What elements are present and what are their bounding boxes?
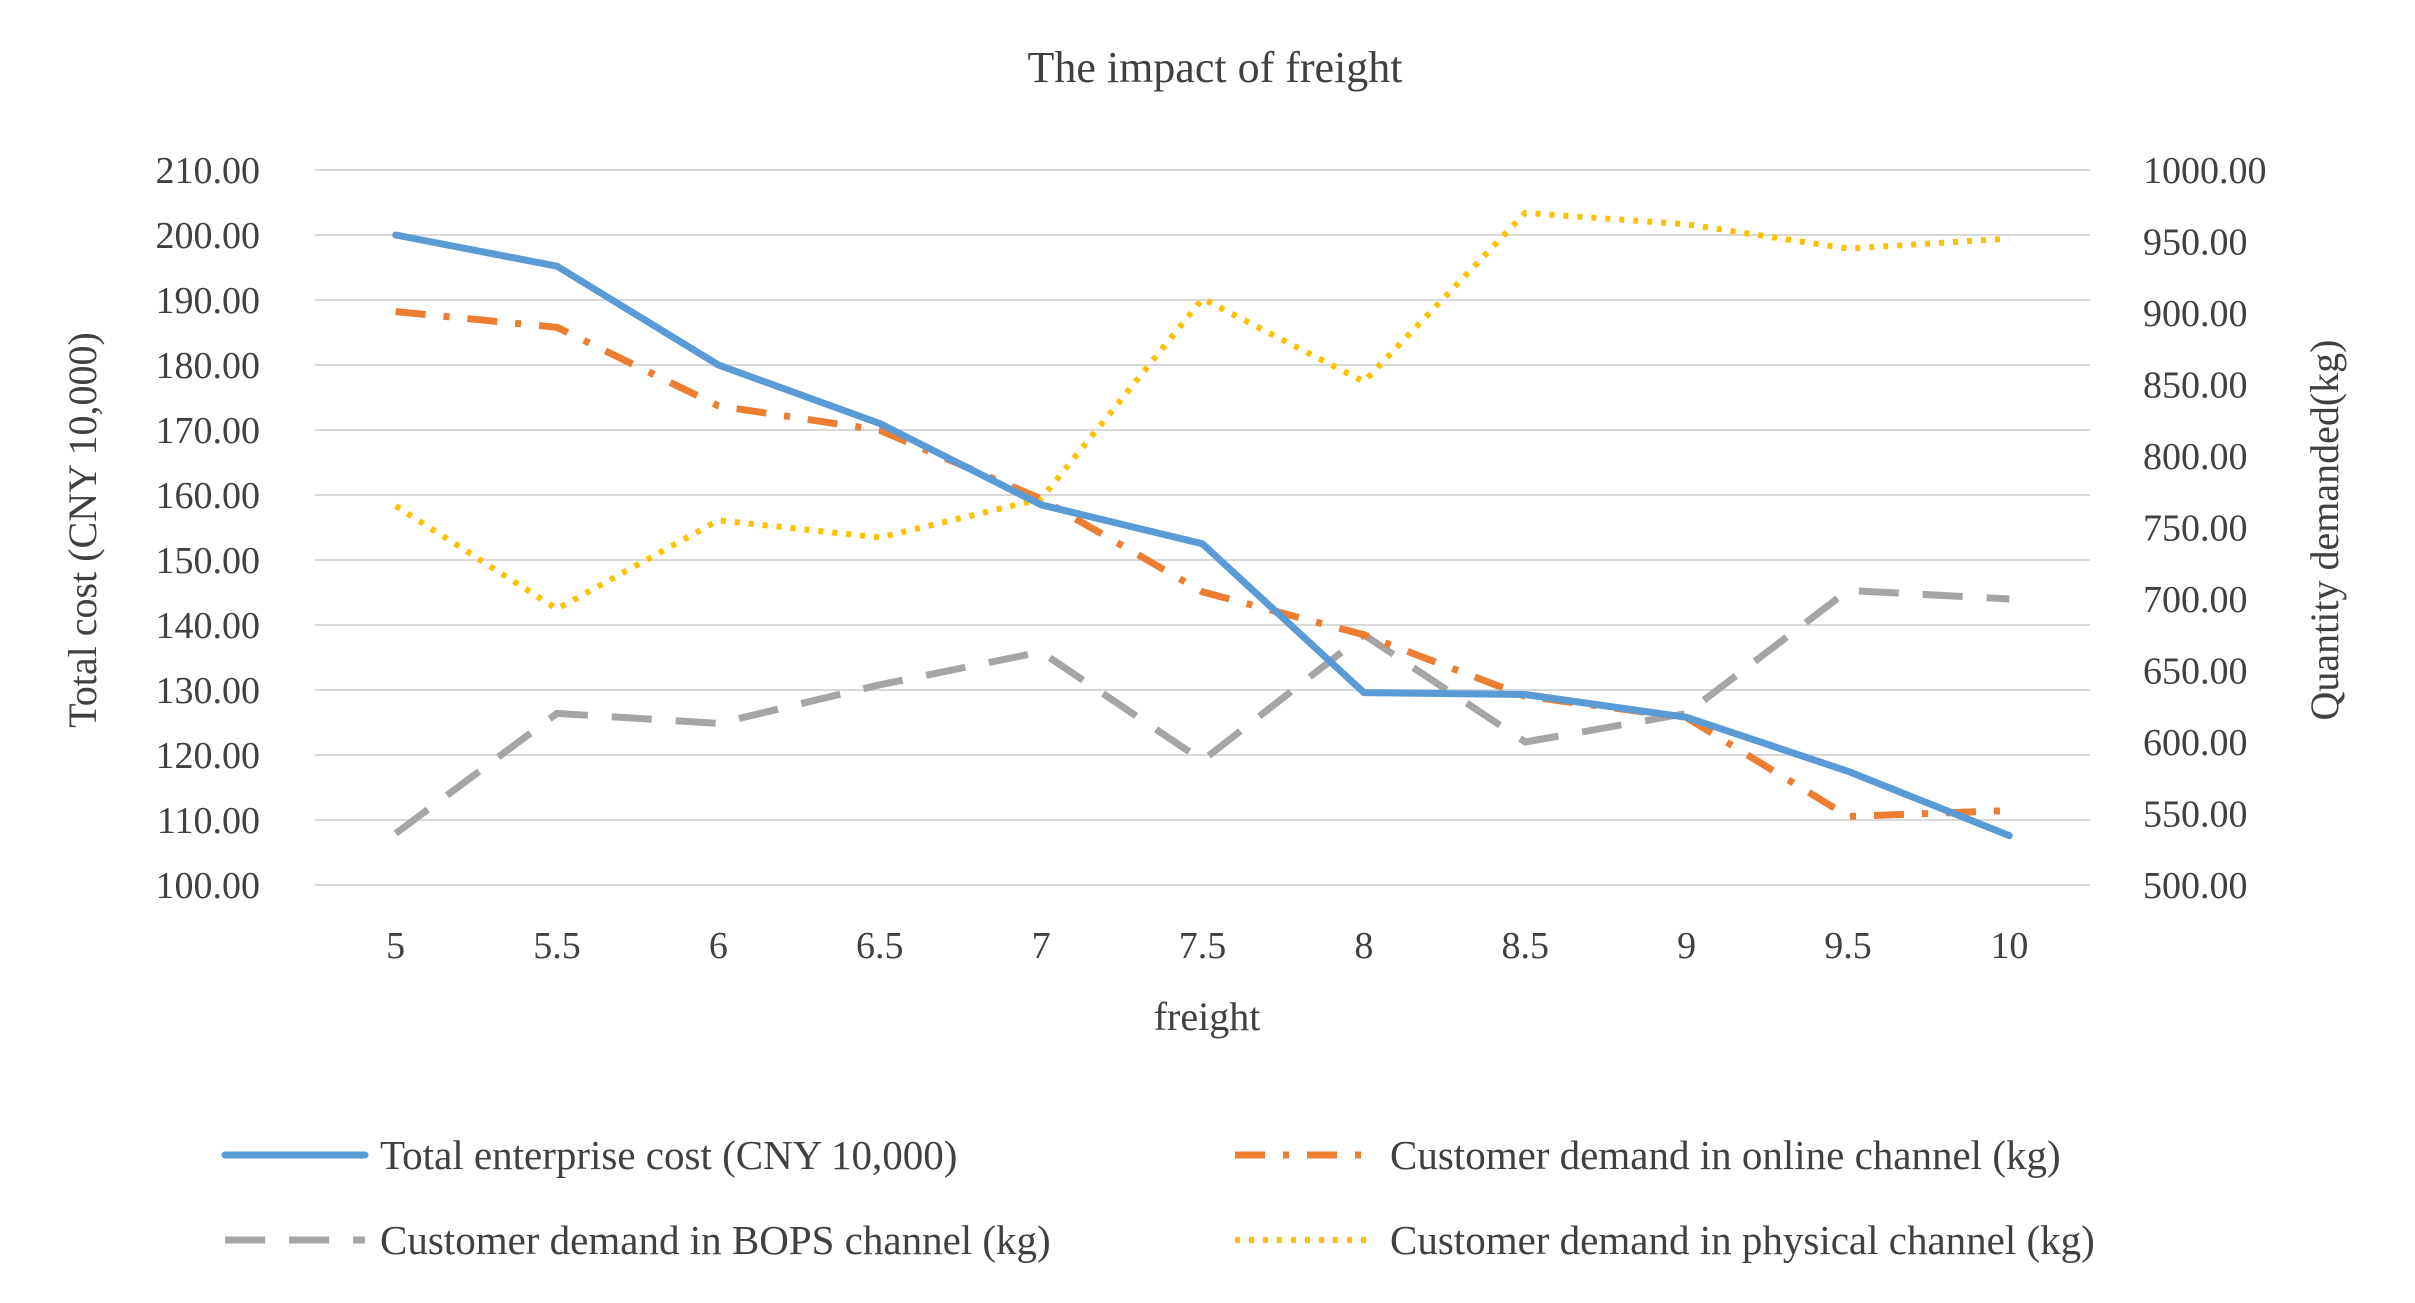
x-tick-label: 10 — [1990, 925, 2028, 967]
y-axis-title: Total cost (CNY 10,000) — [60, 332, 105, 728]
x-tick-label: 5.5 — [533, 925, 581, 967]
y-tick-label: 150.00 — [156, 540, 261, 582]
x-tick-label: 6.5 — [856, 925, 904, 967]
x-tick-label: 7.5 — [1179, 925, 1227, 967]
series-line-2 — [393, 586, 2010, 837]
x-tick-label: 8.5 — [1501, 925, 1549, 967]
y-tick-label: 200.00 — [156, 215, 261, 257]
legend-label-0: Total enterprise cost (CNY 10,000) — [380, 1132, 957, 1178]
x-tick-label: 9.5 — [1824, 925, 1872, 967]
x-tick-label: 7 — [1032, 925, 1051, 967]
left-axis-ticks: 100.00 110.00 120.00 130.00 140.00 150.00 160.… — [156, 150, 261, 907]
y2-tick-label: 700.00 — [2143, 579, 2248, 621]
y-tick-label: 170.00 — [156, 410, 261, 452]
legend-label-3: Customer demand in physical channel (kg) — [1390, 1217, 2095, 1263]
legend-label-2: Customer demand in BOPS channel (kg) — [380, 1217, 1051, 1263]
y-tick-label: 160.00 — [156, 475, 261, 517]
y-tick-label: 140.00 — [156, 605, 261, 647]
x-tick-label: 6 — [709, 925, 728, 967]
x-axis-title: freight — [1154, 994, 1261, 1039]
y2-tick-label: 650.00 — [2143, 651, 2248, 693]
y-tick-label: 210.00 — [156, 150, 261, 192]
x-axis-ticks: 5 5.5 6 6.5 7 7.5 8 8.5 9 9.5 10 — [386, 925, 2028, 967]
y2-tick-label: 900.00 — [2143, 293, 2248, 335]
y-tick-label: 130.00 — [156, 670, 261, 712]
y2-tick-label: 600.00 — [2143, 722, 2248, 764]
x-tick-label: 5 — [386, 925, 405, 967]
y2-tick-label: 550.00 — [2143, 794, 2248, 836]
y-tick-label: 180.00 — [156, 345, 261, 387]
series-line-1 — [395, 308, 2010, 820]
y2-tick-label: 750.00 — [2143, 508, 2248, 550]
y-tick-label: 120.00 — [156, 735, 261, 777]
legend: Total enterprise cost (CNY 10,000) Custom… — [221, 1132, 2095, 1263]
y2-tick-label: 500.00 — [2143, 865, 2248, 907]
y2-tick-label: 1000.00 — [2143, 150, 2267, 192]
x-tick-label: 9 — [1677, 925, 1696, 967]
y-tick-label: 100.00 — [156, 865, 261, 907]
series-lines — [392, 209, 2013, 840]
legend-label-1: Customer demand in online channel (kg) — [1390, 1132, 2061, 1178]
series-line-0 — [392, 231, 2013, 840]
chart-title: The impact of freight — [1027, 43, 1402, 92]
y2-tick-label: 950.00 — [2143, 222, 2248, 264]
y2-axis-title: Quantity demanded(kg) — [2302, 340, 2347, 721]
series-line-3 — [394, 209, 2010, 612]
x-tick-label: 8 — [1354, 925, 1373, 967]
y-tick-label: 190.00 — [156, 280, 261, 322]
y2-tick-label: 850.00 — [2143, 365, 2248, 407]
y2-tick-label: 800.00 — [2143, 436, 2248, 478]
gridlines — [315, 169, 2090, 886]
right-axis-ticks: 500.00 550.00 600.00 650.00 700.00 750.00 800.… — [2143, 150, 2267, 907]
y-tick-label: 110.00 — [157, 800, 260, 842]
